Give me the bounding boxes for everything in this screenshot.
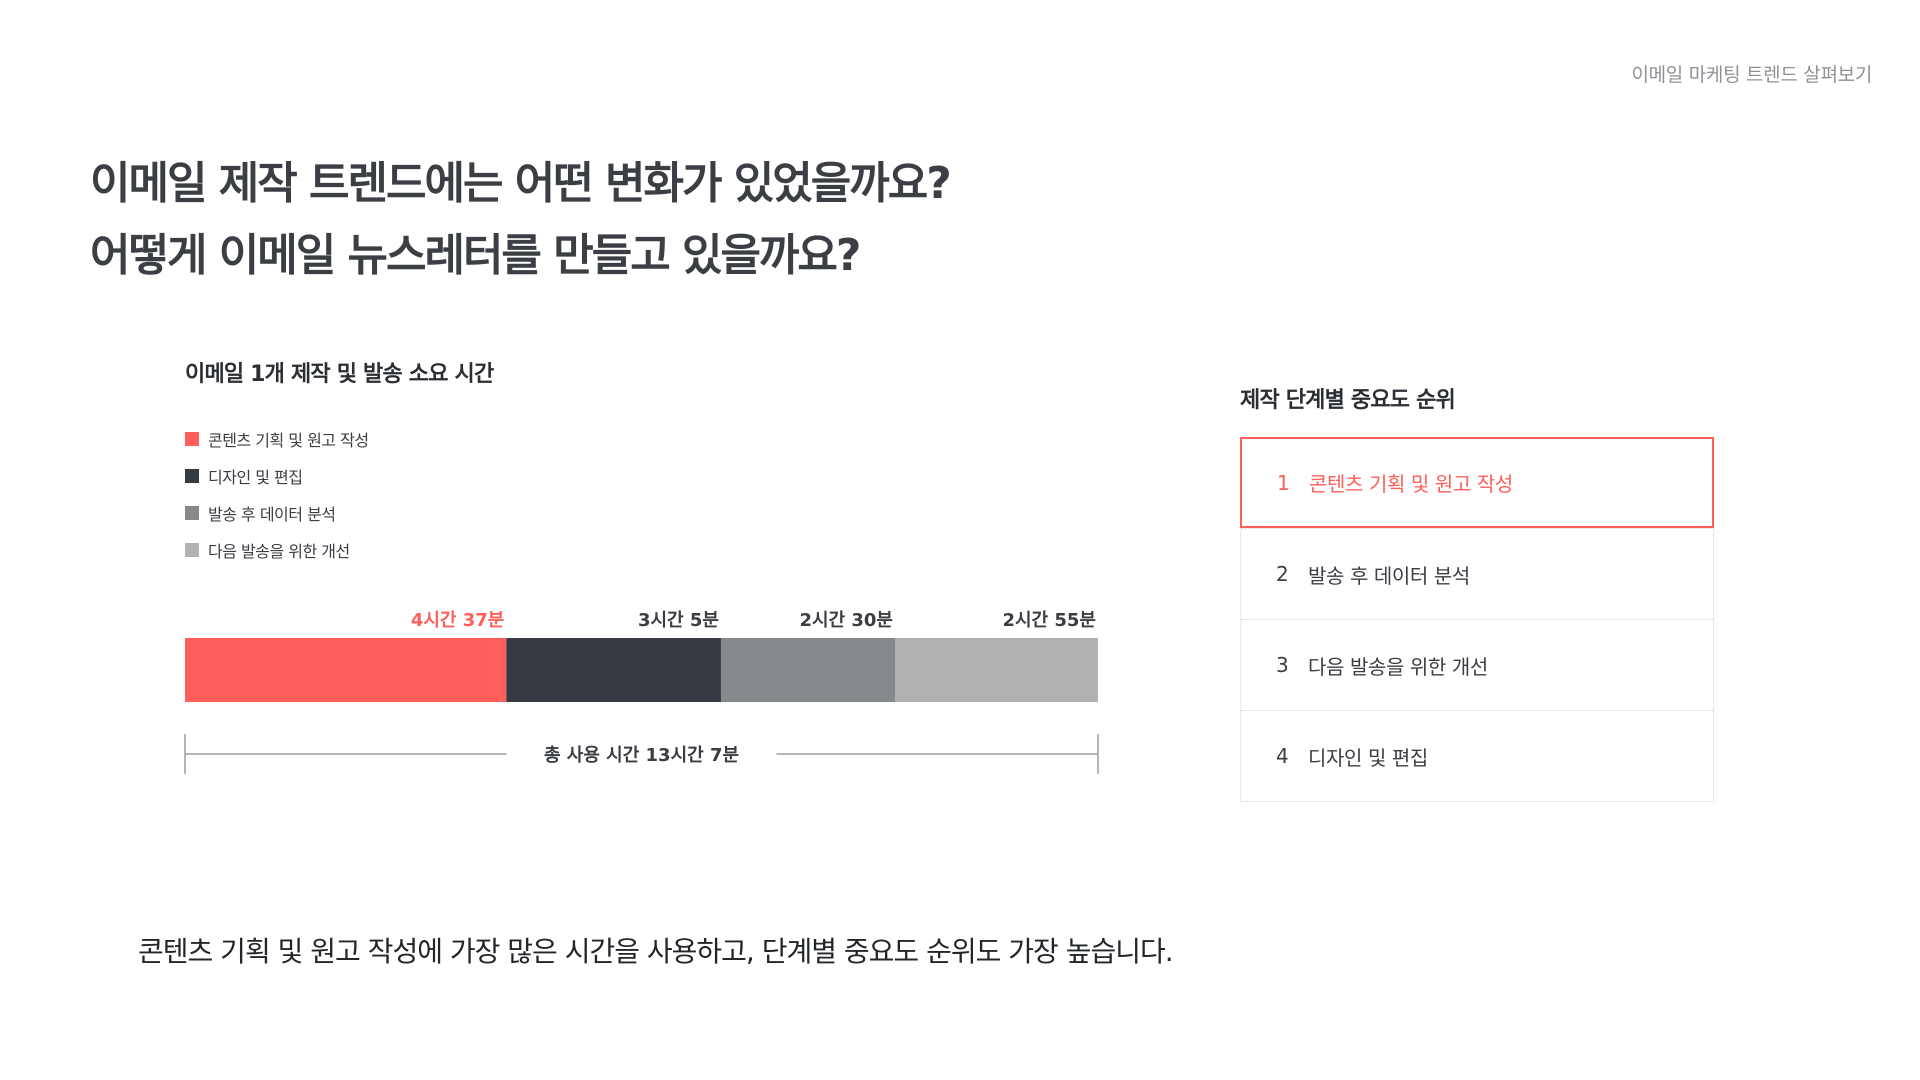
total-time-label: 총 사용 시간 13시간 7분 xyxy=(544,745,739,766)
rank-number: 4 xyxy=(1276,744,1289,768)
rank-label: 다음 발송을 위한 개선 xyxy=(1308,654,1488,679)
legend-label: 다음 발송을 위한 개선 xyxy=(208,541,350,561)
bar-value-label: 2시간 55분 xyxy=(1002,610,1096,631)
summary-text: 콘텐츠 기획 및 원고 작성에 가장 많은 시간을 사용하고, 단계별 중요도 … xyxy=(138,935,1174,968)
ranking-list: 1 콘텐츠 기획 및 원고 작성 2 발송 후 데이터 분석 3 다음 발송을 … xyxy=(1240,437,1714,802)
legend-swatch xyxy=(185,542,199,557)
page-headline: 이메일 제작 트렌드에는 어떤 변화가 있었을까요? 어떻게 이메일 뉴스레터를… xyxy=(90,148,952,292)
legend-label: 디자인 및 편집 xyxy=(208,467,303,487)
legend-swatch xyxy=(185,505,199,520)
ranking-item-1: 1 콘텐츠 기획 및 원고 작성 xyxy=(1240,437,1714,528)
bar-value-label: 3시간 5분 xyxy=(638,610,719,631)
bar-segment xyxy=(720,638,895,702)
legend-item: 다음 발송을 위한 개선 xyxy=(185,531,369,568)
rank-number: 3 xyxy=(1276,653,1289,677)
rank-label: 디자인 및 편집 xyxy=(1308,745,1428,770)
rank-label: 발송 후 데이터 분석 xyxy=(1308,563,1470,588)
headline-line-2: 어떻게 이메일 뉴스레터를 만들고 있을까요? xyxy=(90,230,861,281)
bar-segment xyxy=(894,638,1098,702)
bar-segment xyxy=(185,638,507,702)
legend-label: 콘텐츠 기획 및 원고 작성 xyxy=(208,430,369,450)
bar-value-label: 4시간 37분 xyxy=(411,610,505,631)
headline-line-1: 이메일 제작 트렌드에는 어떤 변화가 있었을까요? xyxy=(90,158,952,209)
legend-item: 발송 후 데이터 분석 xyxy=(185,494,369,531)
chart-legend: 콘텐츠 기획 및 원고 작성 디자인 및 편집 발송 후 데이터 분석 다음 발… xyxy=(185,420,369,568)
legend-swatch xyxy=(185,431,199,446)
rank-number: 2 xyxy=(1276,562,1289,586)
chart-title: 이메일 1개 제작 및 발송 소요 시간 xyxy=(185,362,494,387)
ranking-title: 제작 단계별 중요도 순위 xyxy=(1240,388,1456,413)
legend-label: 발송 후 데이터 분석 xyxy=(208,504,336,524)
legend-swatch xyxy=(185,468,199,483)
top-caption: 이메일 마케팅 트렌드 살펴보기 xyxy=(1631,64,1872,86)
ranking-item-4: 4 디자인 및 편집 xyxy=(1241,710,1713,801)
bar-value-label: 2시간 30분 xyxy=(799,610,893,631)
legend-item: 디자인 및 편집 xyxy=(185,457,369,494)
rank-number: 1 xyxy=(1277,470,1290,495)
ranking-item-3: 3 다음 발송을 위한 개선 xyxy=(1241,619,1713,710)
bar-segment xyxy=(506,638,721,702)
rank-label: 콘텐츠 기획 및 원고 작성 xyxy=(1309,472,1513,496)
ranking-item-2: 2 발송 후 데이터 분석 xyxy=(1241,528,1713,619)
legend-item: 콘텐츠 기획 및 원고 작성 xyxy=(185,420,369,457)
